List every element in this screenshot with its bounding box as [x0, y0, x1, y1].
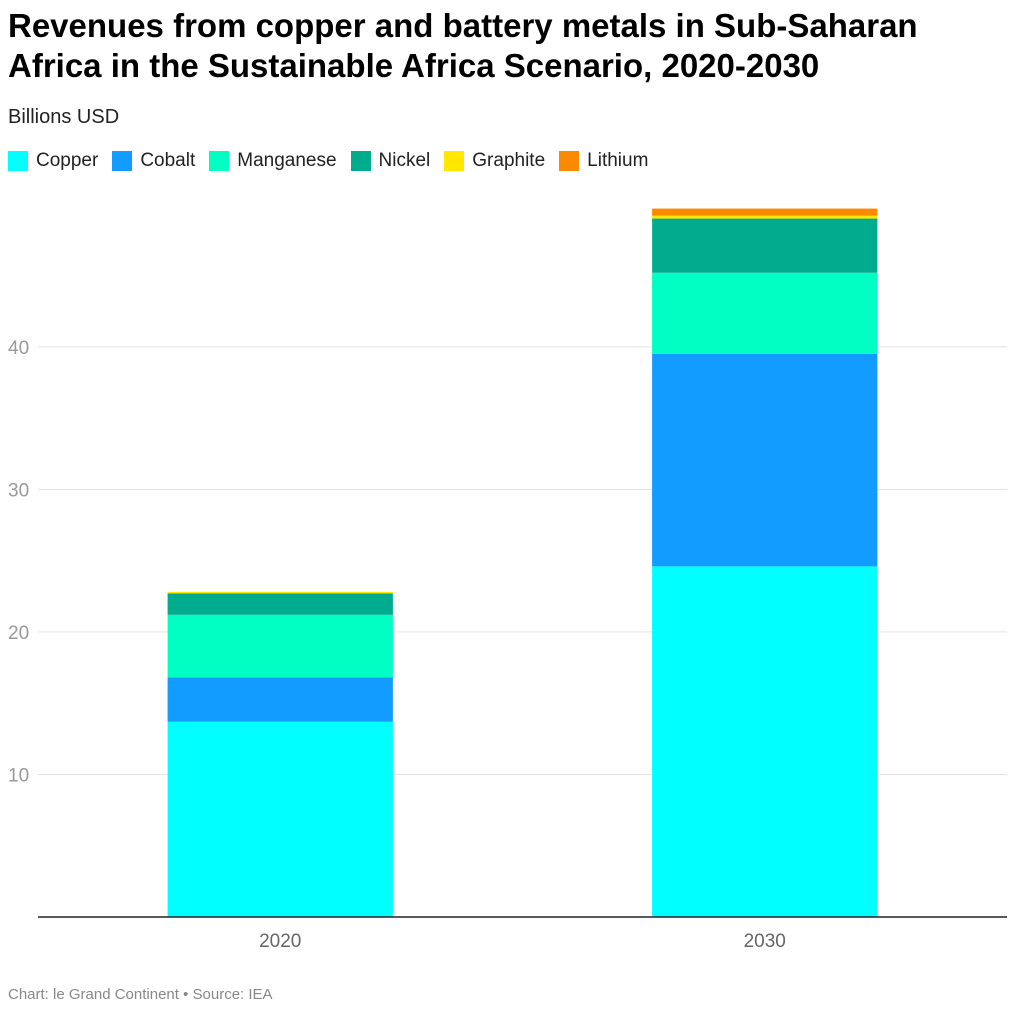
- chart-subtitle: Billions USD: [8, 106, 120, 128]
- legend-item-graphite: Graphite: [444, 150, 545, 172]
- bar-2020-manganese: [167, 614, 393, 678]
- legend: Copper Cobalt Manganese Nickel Graphite …: [8, 150, 648, 172]
- legend-label-cobalt: Cobalt: [140, 150, 196, 171]
- legend-label-nickel: Nickel: [378, 150, 431, 171]
- legend-swatch-copper: [8, 151, 28, 171]
- bar-2030-cobalt: [652, 353, 878, 567]
- bar-2030-copper: [652, 566, 878, 917]
- bar-2020-copper: [167, 721, 393, 917]
- legend-label-lithium: Lithium: [587, 150, 649, 171]
- legend-swatch-manganese: [209, 151, 230, 171]
- legend-swatch-graphite: [444, 151, 465, 171]
- bar-2030-lithium: [652, 208, 878, 216]
- legend-item-copper: Copper: [8, 150, 98, 172]
- legend-item-nickel: Nickel: [350, 150, 431, 172]
- chart-title: Revenues from copper and battery metals …: [8, 7, 918, 84]
- y-tick-label-40: 40: [8, 338, 29, 359]
- legend-label-graphite: Graphite: [472, 150, 546, 171]
- bar-2030-manganese: [652, 272, 878, 354]
- legend-label-manganese: Manganese: [237, 150, 337, 171]
- bar-2020-cobalt: [167, 677, 393, 722]
- x-tick-label-2020: 2020: [259, 931, 301, 952]
- y-tick-label-30: 30: [8, 480, 29, 501]
- legend-swatch-cobalt: [112, 151, 133, 171]
- legend-swatch-nickel: [350, 151, 371, 171]
- x-tick-label-2030: 2030: [744, 931, 786, 952]
- bar-2030-nickel: [652, 218, 878, 273]
- legend-item-lithium: Lithium: [559, 150, 648, 172]
- legend-item-manganese: Manganese: [209, 150, 337, 172]
- bar-2020-graphite: [167, 592, 393, 594]
- bar-2030-graphite: [652, 215, 878, 219]
- legend-swatch-lithium: [559, 151, 580, 171]
- bar-2020-nickel: [167, 593, 393, 615]
- y-tick-label-20: 20: [8, 623, 29, 644]
- legend-item-cobalt: Cobalt: [112, 150, 195, 172]
- chart-footer: Chart: le Grand Continent • Source: IEA: [8, 986, 273, 1003]
- legend-label-copper: Copper: [36, 150, 99, 171]
- y-tick-label-10: 10: [8, 765, 29, 786]
